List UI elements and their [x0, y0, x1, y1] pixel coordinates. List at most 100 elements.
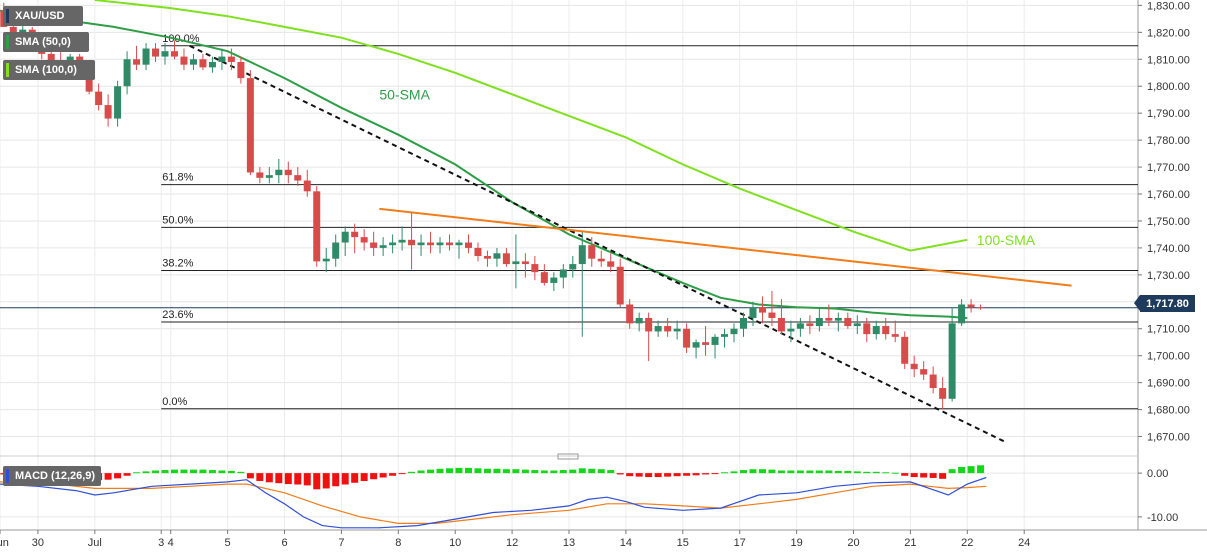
- macd-bar-37: [351, 473, 359, 483]
- candle-body-63: [597, 258, 605, 262]
- legend-xauusd[interactable]: XAU/USD: [3, 6, 83, 26]
- candle-body-71: [673, 328, 681, 332]
- fib-label-2: 50.0%: [162, 214, 193, 226]
- price-tick-label-2: 1,690.00: [1147, 378, 1190, 390]
- price-tick-label-1: 1,680.00: [1147, 405, 1190, 417]
- candle-body-86: [815, 317, 823, 327]
- macd-bar-70: [664, 473, 672, 477]
- fibonacci-levels: 100.0%61.8%50.0%38.2%23.6%0.0%: [0, 33, 1138, 410]
- legend-sma50[interactable]: SMA (50,0): [3, 32, 89, 52]
- fib-label-5: 0.0%: [162, 396, 187, 408]
- candle-body-34: [322, 258, 330, 262]
- current-price-tag: 1,717.80: [1134, 295, 1195, 312]
- candle-body-38: [360, 237, 368, 243]
- macd-bar-84: [796, 470, 804, 474]
- price-tick-label-13: 1,800.00: [1147, 81, 1190, 93]
- macd-bar-57: [540, 470, 548, 474]
- time-tick-label-12: 14: [620, 537, 632, 549]
- candle-body-92: [872, 326, 880, 335]
- candle-body-48: [455, 242, 463, 246]
- candle-body-88: [834, 317, 842, 321]
- candle-body-43: [408, 239, 416, 246]
- price-axis: 1,670.00 1,680.00 1,690.00 1,700.00 1,710.00…: [1138, 0, 1190, 444]
- legend-macd[interactable]: MACD (12,26,9): [3, 466, 101, 486]
- candle-body-40: [379, 245, 387, 248]
- time-tick-label-2: Jul: [88, 537, 102, 549]
- legend-label-macd: MACD (12,26,9): [15, 470, 96, 482]
- candle-body-87: [825, 317, 833, 321]
- macd-bar-76: [721, 472, 729, 474]
- candle-body-12: [114, 86, 122, 119]
- time-axis: Jun 30 Jul 34 5 6 7 8 10 12 13 14 15 17 19 20 21 22 24: [0, 530, 1030, 549]
- macd-bar-73: [692, 473, 700, 476]
- macd-bar-34: [322, 473, 330, 489]
- macd-bar-60: [569, 469, 577, 474]
- candle-body-64: [607, 261, 615, 267]
- macd-bar-95: [901, 473, 909, 476]
- candle-body-59: [559, 269, 567, 278]
- candle-body-14: [133, 59, 141, 65]
- macd-bar-87: [825, 470, 833, 474]
- candle-body-80: [758, 307, 766, 313]
- time-tick-label-1: 30: [32, 537, 44, 549]
- candle-body-65: [616, 266, 624, 305]
- candle-body-16: [152, 48, 160, 57]
- sma50-line: [0, 9, 968, 319]
- macd-bar-98: [929, 473, 937, 478]
- candle-body-93: [882, 326, 890, 335]
- time-tick-label-17: 21: [904, 537, 916, 549]
- candle-body-70: [664, 326, 672, 332]
- candle-body-81: [768, 312, 776, 318]
- candle-body-67: [635, 317, 643, 324]
- time-tick-label-8: 8: [395, 537, 401, 549]
- macd-bar-91: [863, 471, 871, 474]
- candle-body-21: [199, 59, 207, 68]
- candle-body-54: [512, 261, 520, 265]
- fib-label-4: 23.6%: [162, 309, 193, 321]
- candle-body-37: [351, 231, 359, 238]
- grid: [0, 0, 1207, 531]
- candle-body-78: [739, 317, 747, 329]
- price-tick-label-11: 1,780.00: [1147, 135, 1190, 147]
- macd-bar-85: [806, 470, 814, 474]
- candle-body-17: [161, 51, 169, 57]
- candlesticks: [0, 2, 985, 410]
- macd-tick-label-0: 0.00: [1147, 468, 1168, 480]
- candle-body-97: [920, 369, 928, 375]
- macd-bar-14: [133, 472, 141, 474]
- macd-bar-89: [844, 470, 852, 474]
- candle-body-74: [702, 342, 710, 345]
- candle-body-41: [389, 242, 397, 246]
- candle-body-52: [493, 253, 501, 259]
- macd-bar-12: [114, 473, 122, 479]
- macd-bar-58: [550, 470, 558, 474]
- macd-bar-72: [683, 473, 691, 476]
- legend-sma100[interactable]: SMA (100,0): [3, 60, 95, 80]
- candle-body-79: [749, 307, 757, 318]
- macd-bar-61: [578, 468, 586, 474]
- macd-bar-52: [493, 468, 501, 474]
- price-tick-label-6: 1,730.00: [1147, 270, 1190, 282]
- candle-body-100: [948, 323, 956, 399]
- candle-body-10: [95, 91, 103, 106]
- legend-label-xauusd: XAU/USD: [15, 10, 65, 22]
- candle-body-5: [47, 53, 55, 62]
- candle-body-24: [227, 56, 235, 62]
- time-tick-label-9: 10: [449, 537, 461, 549]
- macd-bar-46: [436, 468, 444, 474]
- legend-label-sma100: SMA (100,0): [15, 64, 77, 76]
- candle-body-91: [863, 323, 871, 335]
- legend-swatch-sma100: [6, 63, 9, 77]
- price-tick-label-3: 1,700.00: [1147, 351, 1190, 363]
- price-tick-label-10: 1,770.00: [1147, 162, 1190, 174]
- candle-body-30: [284, 169, 292, 176]
- macd-bar-96: [910, 473, 918, 478]
- macd-bar-103: [977, 465, 985, 474]
- falling-trendline: [189, 44, 1006, 443]
- candle-body-77: [730, 328, 738, 335]
- candle-body-69: [654, 326, 662, 332]
- panel-resize-handle: [557, 453, 579, 460]
- time-tick-label-4: 4: [168, 537, 174, 549]
- price-tick-label-8: 1,750.00: [1147, 216, 1190, 228]
